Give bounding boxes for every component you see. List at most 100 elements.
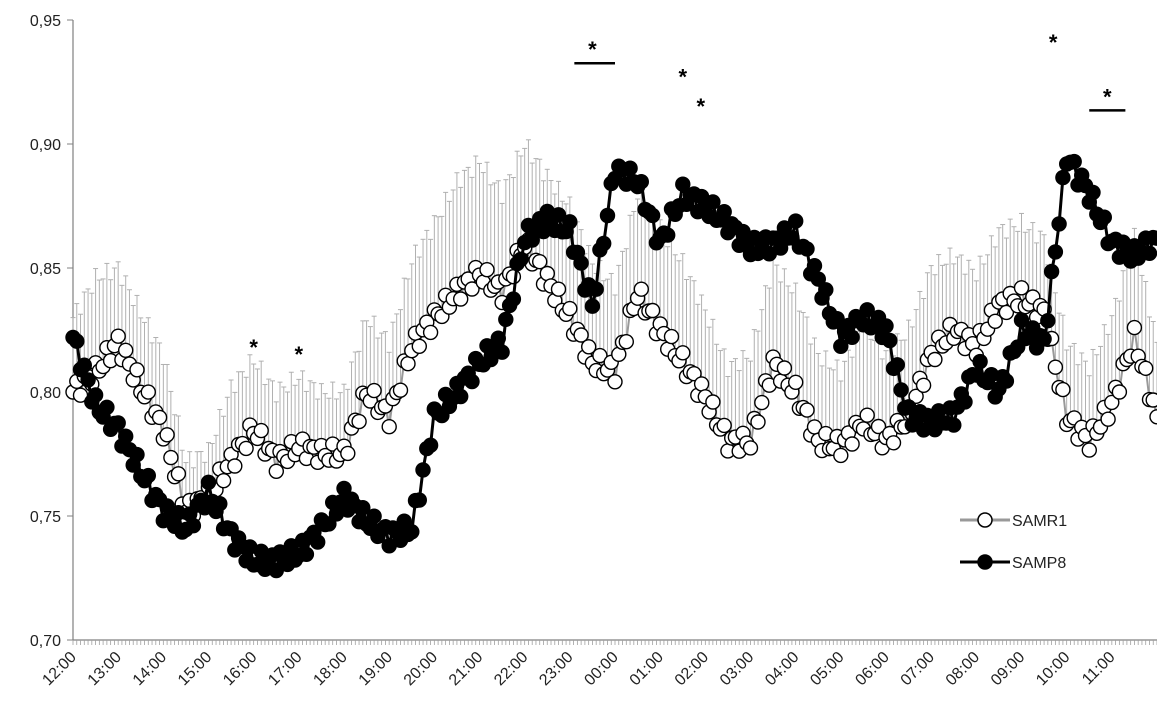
data-point (76, 357, 93, 373)
data-point (550, 281, 567, 297)
data-point (806, 258, 823, 274)
data-point (336, 480, 352, 497)
x-tick-label: 17:00 (265, 649, 305, 689)
y-tick-label: 0,70 (30, 633, 61, 650)
x-tick-label: 16:00 (220, 649, 260, 689)
data-point (1051, 216, 1067, 232)
data-point (1081, 442, 1098, 458)
data-point (810, 271, 826, 287)
significance-asterisk: * (588, 37, 597, 62)
data-point (1066, 153, 1082, 170)
data-point (675, 176, 691, 192)
data-point (788, 213, 804, 229)
data-point (110, 328, 126, 344)
data-point (644, 302, 661, 319)
data-point (1111, 384, 1128, 400)
data-point (686, 366, 702, 382)
data-point (927, 351, 943, 368)
data-point (366, 382, 382, 399)
data-point (1055, 381, 1071, 398)
data-point (633, 281, 649, 297)
data-point (833, 338, 849, 354)
significance-asterisk: * (1049, 30, 1058, 55)
data-point (742, 440, 759, 456)
x-tick-label: 05:00 (807, 649, 847, 689)
data-point (253, 422, 269, 439)
data-point (151, 409, 168, 426)
data-point (140, 384, 157, 400)
data-point (422, 324, 439, 341)
data-point (87, 387, 104, 403)
x-tick-label: 21:00 (446, 649, 486, 689)
data-point (844, 329, 860, 345)
data-point (716, 417, 732, 434)
data-point (660, 227, 676, 243)
data-point (1043, 263, 1060, 280)
data-point (987, 313, 1003, 329)
data-point (453, 291, 469, 307)
data-point (562, 214, 578, 230)
x-tick-label: 06:00 (852, 649, 892, 689)
y-tick-label: 0,85 (30, 261, 61, 278)
x-tick-label: 08:00 (943, 649, 983, 689)
data-point (366, 508, 382, 524)
data-point (844, 436, 860, 452)
data-point (1149, 409, 1157, 425)
data-point (573, 255, 589, 271)
x-tick-label: 11:00 (1079, 649, 1119, 689)
data-point (705, 394, 721, 410)
data-point (889, 357, 905, 373)
data-point (1100, 411, 1116, 427)
data-point (381, 419, 397, 435)
x-tick-label: 00:00 (581, 649, 621, 689)
data-point (633, 173, 649, 190)
data-point (776, 360, 793, 376)
x-tick-label: 09:00 (988, 649, 1028, 689)
annotations: * * * * * * * (249, 30, 1126, 367)
data-point (411, 338, 427, 354)
data-point (788, 374, 804, 390)
data-point (490, 330, 506, 346)
data-point (675, 345, 691, 361)
legend-marker-samr1 (977, 512, 993, 528)
data-point (310, 534, 326, 550)
data-point (404, 524, 420, 540)
y-tick-label: 0,90 (30, 137, 61, 154)
data-point (893, 382, 909, 398)
data-point (392, 382, 409, 398)
significance-asterisk: * (697, 94, 706, 119)
data-point (592, 347, 608, 364)
data-point (1104, 394, 1120, 411)
data-point (1013, 280, 1030, 296)
data-point (505, 291, 522, 307)
data-point (1040, 313, 1056, 329)
y-tick-label: 0,80 (30, 385, 61, 402)
data-point (532, 254, 548, 270)
data-point (693, 376, 710, 392)
x-tick-label: 07:00 (898, 649, 938, 689)
data-point (818, 282, 834, 298)
x-tick-label: 18:00 (310, 649, 350, 689)
data-point (400, 356, 416, 372)
data-point (351, 413, 367, 430)
legend-item-samp8: SAMP8 (960, 554, 1066, 572)
data-point (464, 373, 480, 390)
data-point (1047, 244, 1064, 260)
data-point (1141, 245, 1157, 261)
data-point (607, 374, 623, 390)
data-point (573, 327, 589, 343)
data-point (998, 304, 1015, 321)
data-point (588, 281, 604, 297)
data-point (998, 373, 1015, 389)
data-point (200, 474, 217, 490)
data-point (957, 394, 973, 410)
x-tick-label: 20:00 (401, 649, 441, 689)
data-point (1055, 169, 1071, 186)
data-point (238, 440, 254, 457)
series-samr1 (65, 232, 1157, 524)
data-point (870, 418, 887, 435)
x-tick-label: 22:00 (491, 649, 531, 689)
significance-asterisk: * (249, 335, 258, 360)
x-tick-label: 01:00 (627, 649, 667, 689)
data-point (99, 399, 115, 415)
